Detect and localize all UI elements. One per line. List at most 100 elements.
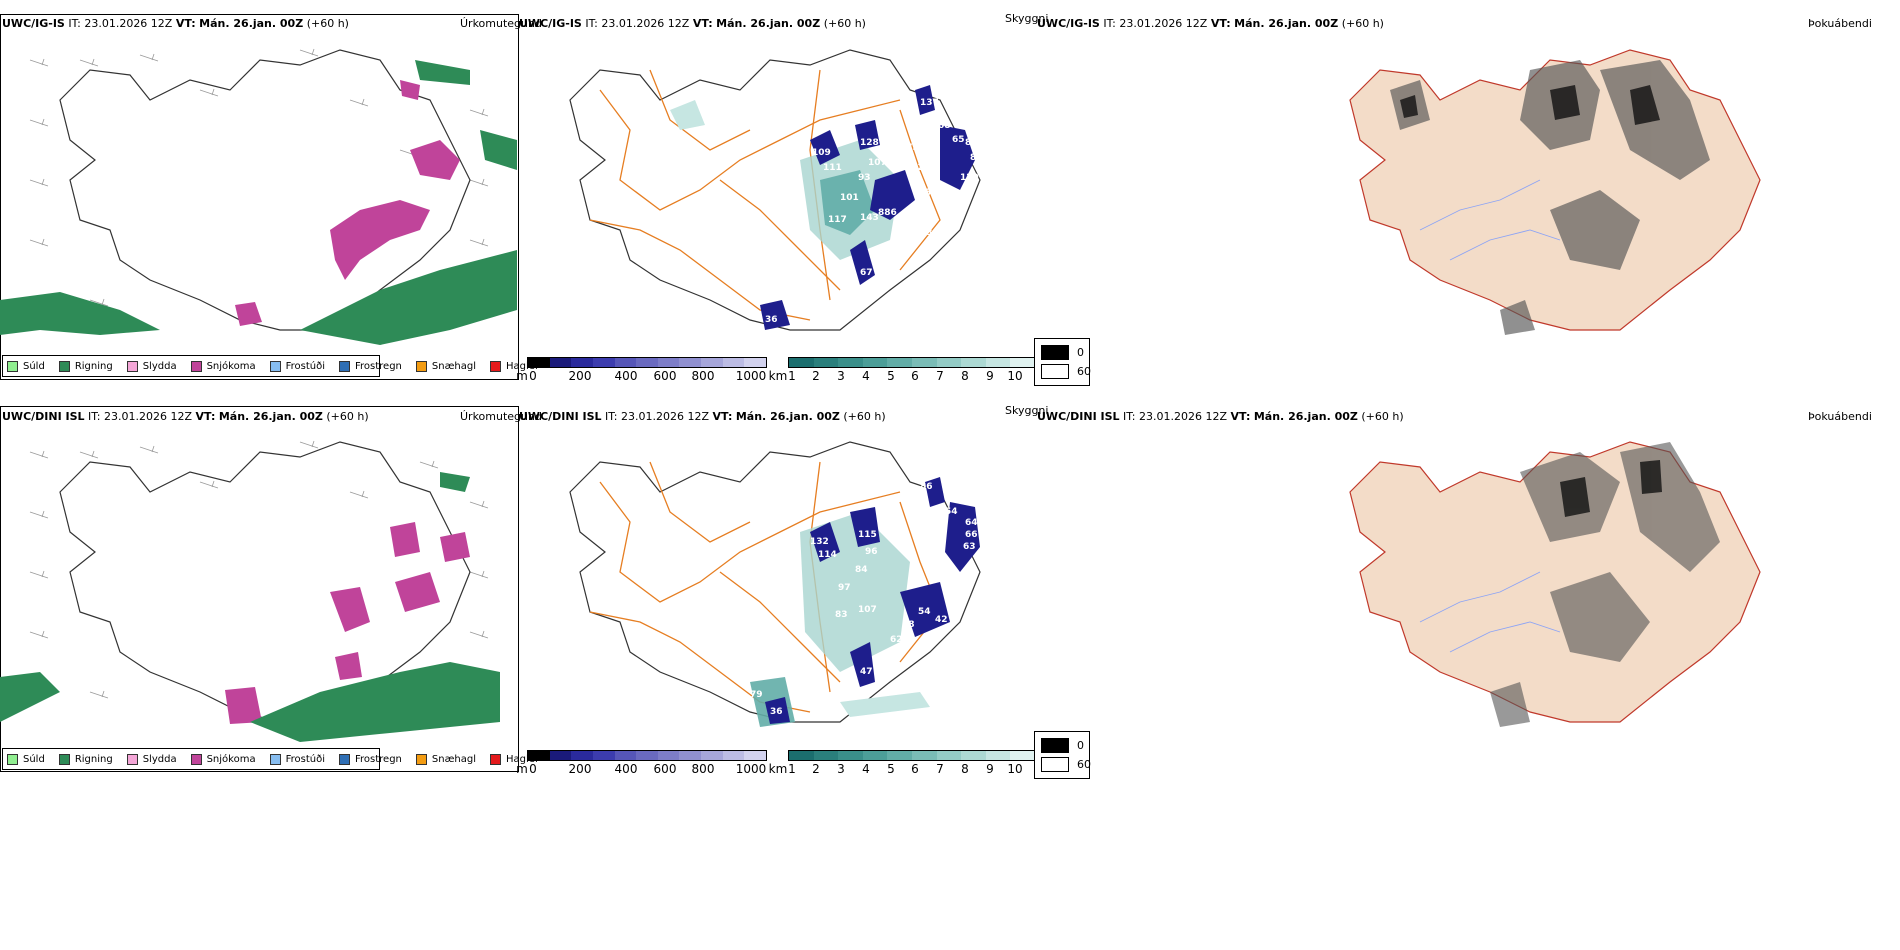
ceiling-colorbar-strip <box>527 357 767 368</box>
ceiling-visibility-map: 132 114 115 96 84 97 107 83 68 62 54 47 … <box>569 441 981 727</box>
legend-item: Haglél <box>490 360 538 372</box>
panel-title: Úrkomutegund <box>460 17 542 30</box>
ceiling-label: 80 <box>912 213 925 223</box>
ceiling-label: 54 <box>945 507 958 517</box>
colorbar-tick: 400 <box>614 369 638 383</box>
ceiling-label: 107 <box>868 158 887 168</box>
colorbar-tick: 200 <box>568 369 592 383</box>
legend-item: Rigning <box>58 360 113 372</box>
ceiling-label: 122 <box>885 151 904 161</box>
ceiling-colorbar: m 0 200 400 600 800 1000 <box>516 357 767 387</box>
visibility-colorbar-strip <box>788 750 1036 761</box>
legend-item: Frostregn <box>339 753 402 765</box>
legend-item: Súld <box>7 753 45 765</box>
panel-title: Úrkomutegund <box>460 410 542 423</box>
ceiling-label: 84 <box>855 565 868 575</box>
fog-shading <box>1390 60 1710 335</box>
ceiling-label: 122 <box>905 163 924 173</box>
fog-legend: 0 60 <box>1034 338 1091 386</box>
colorbar-tick: 0 <box>529 762 537 776</box>
colorbar-tick: 4 <box>862 369 870 383</box>
colorbar-tick: 2 <box>812 369 820 383</box>
panel-title: Þokuábendi <box>1808 17 1872 30</box>
fog-legend-item: 0 <box>1041 738 1084 753</box>
ceiling-colorbar: m 0 200 400 600 800 1000 <box>516 750 767 780</box>
precip-areas <box>0 472 500 742</box>
colorbar-tick: 1000 <box>735 369 767 383</box>
ceiling-label: 36 <box>770 707 783 717</box>
iceland-outline <box>569 441 981 723</box>
ceiling-label: 107 <box>858 605 877 615</box>
panel-header: UWC/IG-IS IT: 23.01.2026 12Z VT: Mán. 26… <box>519 17 866 30</box>
ceiling-label: 117 <box>828 215 847 225</box>
colorbar-tick: 8 <box>961 762 969 776</box>
fog-dense <box>1560 460 1662 517</box>
legend-item: Snæhagl <box>415 360 476 372</box>
panel-title: Skyggni <box>1005 12 1049 25</box>
legend-item: Frostúði <box>269 753 325 765</box>
colorbar-tick: 1 <box>788 762 796 776</box>
ceiling-colorbar-strip <box>527 750 767 761</box>
ceiling-label: 67 <box>860 268 873 278</box>
ceiling-label: 115 <box>858 530 877 540</box>
legend-item: Haglél <box>490 753 538 765</box>
precip-type-map <box>0 440 500 742</box>
ceiling-label: 65 <box>952 135 965 145</box>
colorbar-tick: 9 <box>986 762 994 776</box>
colorbar-tick: 1000 <box>735 762 767 776</box>
colorbar-tick: 0 <box>529 369 537 383</box>
rivers <box>1419 179 1561 261</box>
ceiling-labels: 132 114 115 96 84 97 107 83 68 62 54 47 … <box>750 482 978 717</box>
ceiling-label: 76 <box>932 575 945 585</box>
colorbar-tick: 600 <box>653 762 677 776</box>
wind-barbs <box>29 440 489 699</box>
legend-item: Frostregn <box>339 360 402 372</box>
rivers <box>1419 571 1561 653</box>
ceiling-label: 47 <box>860 667 873 677</box>
ceiling-label: 2 <box>940 565 946 575</box>
colorbar-tick: 400 <box>614 762 638 776</box>
colorbar-tick: 5 <box>887 369 895 383</box>
ceiling-label: 79 <box>750 690 763 700</box>
panel-header: UWC/DINI ISL IT: 23.01.2026 12Z VT: Mán.… <box>2 410 369 423</box>
colorbar-tick: 1 <box>788 369 796 383</box>
ceiling-label: 96 <box>865 547 878 557</box>
colorbar-tick: 7 <box>936 369 944 383</box>
panel-header: UWC/DINI ISL IT: 23.01.2026 12Z VT: Mán.… <box>1037 410 1404 423</box>
ceiling-label: 53 <box>920 228 933 238</box>
ceiling-label: 83 <box>835 610 848 620</box>
colorbar-tick: 6 <box>911 369 919 383</box>
ceiling-label: 111 <box>823 163 842 173</box>
colorbar-tick: 10 <box>1007 369 1023 383</box>
ceiling-label: 137 <box>920 98 939 108</box>
legend-item: Snæhagl <box>415 753 476 765</box>
colorbar-unit: m <box>516 369 528 383</box>
ceiling-label: 42 <box>935 615 948 625</box>
legend-item: Rigning <box>58 753 113 765</box>
ceiling-label: 85 <box>880 245 893 255</box>
precip-type-legend: Súld Rigning Slydda Snjókoma Frostúði Fr… <box>2 355 538 377</box>
ceiling-label: 56 <box>925 188 938 198</box>
colorbar-tick: 4 <box>862 762 870 776</box>
ceiling-label: 84 <box>970 153 983 163</box>
colorbar-tick: 5 <box>887 762 895 776</box>
ceiling-label: 66 <box>965 530 978 540</box>
precip-type-map-frame <box>0 406 519 772</box>
panel-title: Þokuábendi <box>1808 410 1872 423</box>
iceland-outline <box>59 441 471 723</box>
visibility-areas <box>670 100 900 260</box>
ceiling-label: 68 <box>902 620 915 630</box>
legend-item: Snjókoma <box>190 753 256 765</box>
ceiling-label: 63 <box>963 542 976 552</box>
ceiling-labels: 109 111 128 107 93 101 117 143 886 105 8… <box>765 98 983 325</box>
fog-index-map <box>1349 441 1761 727</box>
ceiling-visibility-map: 109 111 128 107 93 101 117 143 886 105 8… <box>569 49 983 331</box>
ceiling-label: 109 <box>812 148 831 158</box>
ceiling-label: 86 <box>965 138 978 148</box>
ceiling-label: 36 <box>765 315 778 325</box>
precip-type-map-frame <box>0 14 519 380</box>
panel-header: UWC/DINI ISL IT: 23.01.2026 12Z VT: Mán.… <box>519 410 886 423</box>
ceiling-label: 886 <box>878 208 897 218</box>
colorbar-unit: m <box>516 762 528 776</box>
colorbar-tick: 9 <box>986 369 994 383</box>
